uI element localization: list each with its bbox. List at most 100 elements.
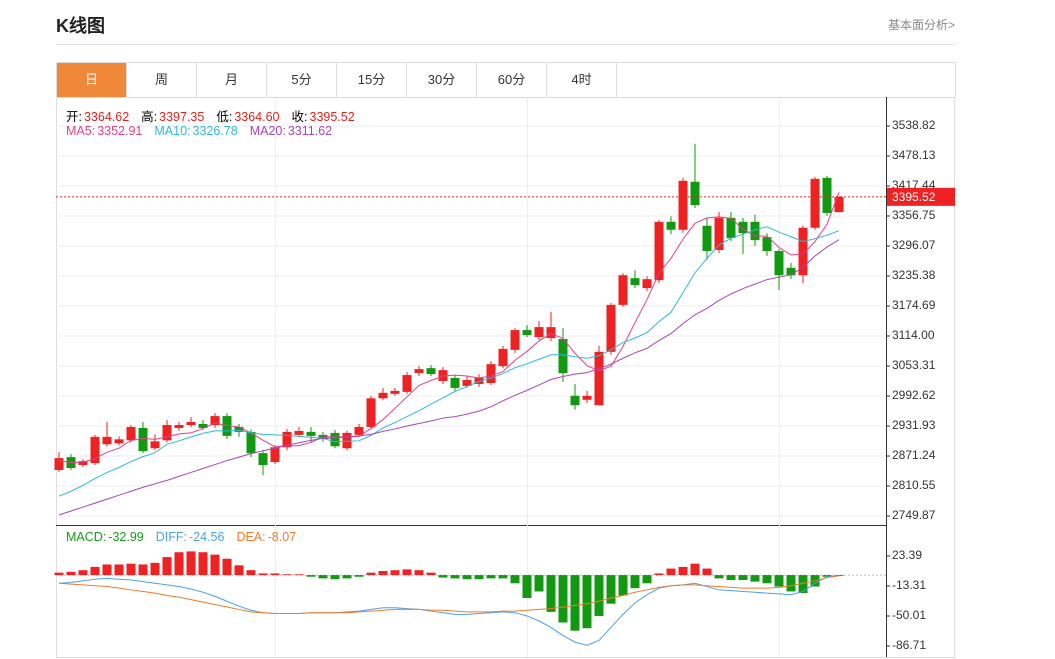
ohlc-value: 3397.35 bbox=[159, 110, 205, 124]
period-tab[interactable]: 15分 bbox=[337, 63, 407, 97]
legend-item: DEA: -8.07 bbox=[236, 530, 298, 544]
macd-bar bbox=[114, 564, 124, 576]
macd-bar bbox=[462, 575, 472, 580]
macd-bar bbox=[522, 575, 532, 598]
period-tab[interactable]: 4时 bbox=[547, 63, 617, 97]
macd-bar bbox=[330, 575, 340, 580]
candle-body bbox=[486, 364, 496, 383]
macd-bar bbox=[786, 575, 796, 592]
period-tab[interactable]: 60分 bbox=[477, 63, 547, 97]
macd-bar bbox=[450, 575, 460, 579]
macd-bar bbox=[570, 575, 580, 631]
period-tab[interactable]: 5分 bbox=[267, 63, 337, 97]
candle-body bbox=[774, 250, 784, 276]
ohlc-label: 开: bbox=[66, 110, 82, 124]
macd-bar bbox=[390, 570, 400, 576]
macd-bar bbox=[294, 574, 304, 576]
candle-body bbox=[798, 227, 808, 276]
y-tick-label: -50.01 bbox=[892, 608, 926, 622]
macd-bar bbox=[750, 575, 760, 582]
period-tab[interactable]: 月 bbox=[197, 63, 267, 97]
candle-body bbox=[78, 461, 88, 466]
ohlc-label: 低: bbox=[216, 110, 233, 124]
candle-body bbox=[570, 395, 580, 406]
ma-line bbox=[58, 226, 840, 497]
period-tab[interactable]: 周 bbox=[127, 63, 197, 97]
macd-bar bbox=[174, 552, 184, 576]
legend-value: -24.56 bbox=[188, 530, 225, 544]
ma-legend: MA5: 3352.91 MA10: 3326.78 MA20: 3311.62 bbox=[66, 124, 344, 138]
macd-bar bbox=[366, 572, 376, 576]
candle-body bbox=[762, 237, 772, 251]
ohlc-label: 收: bbox=[291, 110, 308, 124]
legend-value: -8.07 bbox=[267, 530, 297, 544]
legend-item: MA10: 3326.78 bbox=[154, 124, 239, 138]
candle-body bbox=[270, 447, 280, 463]
legend-item: DIFF: -24.56 bbox=[156, 530, 227, 544]
y-tick-label: 2931.93 bbox=[892, 418, 936, 432]
macd-bar bbox=[822, 575, 832, 577]
y-tick-label: 2992.62 bbox=[892, 388, 936, 402]
macd-bar bbox=[318, 575, 328, 579]
candle-body bbox=[174, 424, 184, 428]
fundamental-link[interactable]: 基本面分析> bbox=[887, 18, 955, 32]
candle-body bbox=[822, 177, 832, 213]
macd-bar bbox=[234, 565, 244, 576]
macd-bar bbox=[90, 566, 100, 576]
y-tick-label: 3296.07 bbox=[892, 238, 936, 252]
y-tick-label: -13.31 bbox=[892, 578, 926, 592]
candle-body bbox=[522, 330, 532, 336]
candle-body bbox=[342, 432, 352, 449]
macd-bar bbox=[222, 558, 232, 576]
ohlc-item: 收: 3395.52 bbox=[292, 110, 357, 124]
candle-body bbox=[234, 426, 244, 432]
ohlc-item: 高: 3397.35 bbox=[141, 110, 206, 124]
period-tab[interactable]: 日 bbox=[57, 63, 127, 97]
last-price-label: 3395.52 bbox=[892, 190, 936, 204]
candle-body bbox=[138, 427, 148, 452]
candle-body bbox=[738, 221, 748, 234]
macd-bar bbox=[258, 573, 268, 576]
candle-body bbox=[306, 431, 316, 436]
candle-body bbox=[834, 196, 844, 213]
macd-bar bbox=[186, 551, 196, 576]
candle-body bbox=[282, 431, 292, 448]
candle-body bbox=[246, 431, 256, 454]
legend-value: 3352.91 bbox=[97, 124, 143, 138]
macd-bar bbox=[558, 575, 568, 623]
candle-body bbox=[642, 279, 652, 289]
legend-label: DIFF: bbox=[155, 530, 187, 544]
legend-value: 3326.78 bbox=[192, 124, 238, 138]
macd-bar bbox=[126, 563, 136, 576]
macd-bar bbox=[666, 568, 676, 576]
macd-bar bbox=[270, 573, 280, 576]
candle-body bbox=[426, 368, 436, 375]
candle-body bbox=[594, 351, 604, 406]
ohlc-label: 高: bbox=[141, 110, 158, 124]
period-tab[interactable]: 30分 bbox=[407, 63, 477, 97]
ohlc-value: 3364.62 bbox=[83, 110, 130, 124]
macd-bar bbox=[774, 575, 784, 587]
macd-bar bbox=[702, 568, 712, 576]
y-tick-label: 3053.31 bbox=[892, 358, 936, 372]
macd-bar bbox=[210, 554, 220, 576]
candle-body bbox=[750, 221, 760, 241]
macd-bar bbox=[282, 574, 292, 576]
legend-value: 3311.62 bbox=[287, 124, 333, 138]
legend-label: MA5: bbox=[66, 124, 96, 138]
macd-bar bbox=[342, 575, 352, 579]
legend-label: DEA: bbox=[236, 530, 266, 544]
candle-body bbox=[582, 395, 592, 400]
candle-body bbox=[198, 424, 208, 428]
macd-bar bbox=[582, 575, 592, 629]
candle-body bbox=[402, 375, 412, 392]
y-tick-label: 3114.00 bbox=[892, 328, 935, 342]
macd-bar bbox=[138, 564, 148, 576]
candle-body bbox=[210, 416, 220, 425]
y-tick-label: 3538.82 bbox=[892, 118, 936, 132]
candle-body bbox=[786, 267, 796, 276]
macd-bar bbox=[594, 575, 604, 616]
candle-body bbox=[618, 275, 628, 305]
macd-bar bbox=[642, 575, 652, 584]
